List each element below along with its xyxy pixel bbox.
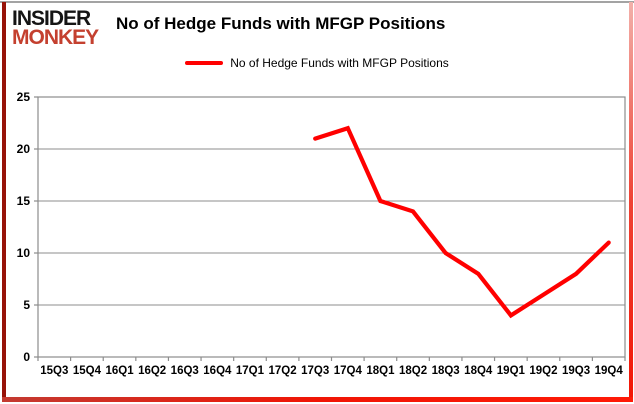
x-tick-label: 15Q4 bbox=[73, 365, 102, 377]
page-border-left bbox=[2, 2, 6, 400]
x-tick-label: 19Q4 bbox=[595, 365, 624, 377]
data-line bbox=[313, 125, 611, 319]
x-tick-label: 16Q2 bbox=[138, 365, 166, 377]
x-tick-label: 19Q2 bbox=[529, 365, 557, 377]
insider-monkey-logo: INSIDER MONKEY bbox=[12, 7, 99, 50]
chart-title: No of Hedge Funds with MFGP Positions bbox=[116, 14, 446, 33]
logo-text-monkey: MONKEY bbox=[12, 26, 99, 50]
x-tick-label: 18Q1 bbox=[366, 365, 395, 377]
y-tick-label: 25 bbox=[17, 90, 31, 104]
x-tick-label: 17Q4 bbox=[334, 365, 363, 377]
x-tick-label: 17Q1 bbox=[236, 365, 265, 377]
x-tick-label: 15Q3 bbox=[40, 365, 68, 377]
y-tick-label: 0 bbox=[23, 350, 30, 364]
y-tick-label: 5 bbox=[23, 298, 30, 312]
y-tick-label: 10 bbox=[17, 246, 31, 260]
y-tick-label: 20 bbox=[17, 142, 31, 156]
y-tick-label: 15 bbox=[17, 194, 31, 208]
x-tick-label: 17Q2 bbox=[269, 365, 297, 377]
x-tick-label: 16Q1 bbox=[105, 365, 134, 377]
legend-label: No of Hedge Funds with MFGP Positions bbox=[230, 56, 449, 70]
x-axis-labels: 15Q3 15Q4 16Q1 16Q2 16Q3 16Q4 17Q1 17Q2 17Q3 17Q4… bbox=[37, 357, 626, 377]
page-border-top bbox=[0, 1, 634, 3]
legend-line-swatch bbox=[185, 61, 224, 65]
x-tick-label: 16Q4 bbox=[203, 365, 232, 377]
x-tick-label: 18Q3 bbox=[432, 365, 460, 377]
y-axis-labels: 0 5 10 15 20 25 bbox=[17, 90, 38, 364]
line-chart: 0 5 10 15 20 25 15Q3 15Q4 16Q1 16Q2 16Q3 16Q4 17Q1 17… bbox=[17, 90, 626, 377]
x-tick-label: 18Q2 bbox=[399, 365, 427, 377]
x-tick-label: 16Q3 bbox=[171, 365, 199, 377]
logo-text-insider: INSIDER bbox=[12, 7, 91, 30]
x-tick-label: 19Q1 bbox=[497, 365, 526, 377]
gridlines bbox=[38, 148, 625, 306]
plot-border bbox=[37, 96, 626, 358]
chart-legend: No of Hedge Funds with MFGP Positions bbox=[0, 56, 634, 70]
x-tick-label: 17Q3 bbox=[301, 365, 329, 377]
x-tick-label: 19Q3 bbox=[562, 365, 590, 377]
page-border-bottom bbox=[2, 397, 633, 402]
page-border-right bbox=[629, 2, 633, 399]
x-tick-label: 18Q4 bbox=[464, 365, 493, 377]
